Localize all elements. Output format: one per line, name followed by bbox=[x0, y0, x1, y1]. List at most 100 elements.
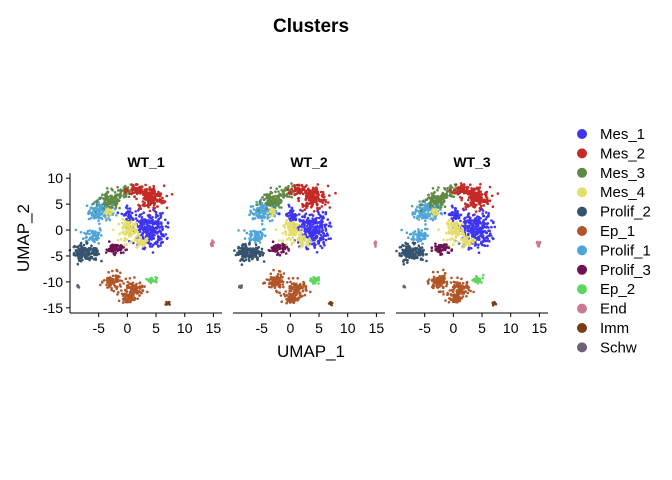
point-mes-1 bbox=[454, 207, 458, 210]
point-mes-3 bbox=[110, 196, 114, 200]
point-mes-4 bbox=[121, 221, 124, 225]
point-ep-1 bbox=[288, 289, 291, 293]
legend-item-prolif-3: Prolif_3 bbox=[577, 262, 651, 279]
point-mes-2 bbox=[462, 183, 466, 186]
point-prolif-3 bbox=[112, 252, 116, 256]
point-mes-1 bbox=[141, 247, 145, 250]
point-ep-1 bbox=[441, 290, 445, 293]
point-prolif-1 bbox=[418, 206, 422, 210]
point-mes-3 bbox=[437, 201, 441, 204]
point-mes-3 bbox=[436, 189, 439, 192]
legend-swatch bbox=[577, 323, 587, 333]
point-mes-4 bbox=[129, 241, 132, 244]
point-ep-1 bbox=[291, 293, 295, 296]
point-mes-4 bbox=[464, 244, 467, 248]
point-schw bbox=[240, 286, 243, 289]
point-ep-1 bbox=[294, 286, 298, 289]
point-mes-1 bbox=[125, 211, 129, 214]
point-mes-1 bbox=[308, 219, 312, 222]
point-prolif-3 bbox=[105, 248, 109, 251]
point-ep-1 bbox=[275, 277, 278, 281]
point-mes-3 bbox=[278, 185, 282, 188]
point-mes-2 bbox=[138, 185, 142, 189]
point-mes-4 bbox=[303, 238, 307, 242]
point-mes-1 bbox=[479, 217, 482, 220]
point-mes-4 bbox=[465, 240, 468, 244]
point-mes-1 bbox=[306, 247, 310, 251]
point-mes-1 bbox=[488, 240, 491, 243]
point-mes-2 bbox=[297, 196, 301, 200]
point-ep-2 bbox=[145, 277, 148, 281]
point-ep-1 bbox=[120, 289, 123, 292]
point-mes-3 bbox=[427, 196, 431, 200]
point-ep-1 bbox=[451, 290, 455, 294]
point-mes-2 bbox=[310, 204, 314, 207]
point-prolif-2 bbox=[239, 247, 242, 250]
point-prolif-1 bbox=[431, 218, 435, 222]
point-ep-1 bbox=[437, 281, 440, 285]
point-mes-3 bbox=[258, 202, 262, 205]
point-prolif-1 bbox=[252, 208, 256, 211]
point-schw bbox=[77, 284, 80, 288]
point-mes-1 bbox=[464, 226, 467, 229]
point-mes-2 bbox=[315, 190, 318, 194]
point-mes-3 bbox=[262, 198, 266, 201]
point-ep-1 bbox=[101, 280, 104, 284]
point-mes-1 bbox=[311, 214, 315, 217]
point-mes-1 bbox=[322, 232, 326, 235]
point-prolif-1 bbox=[415, 208, 418, 212]
point-prolif-2 bbox=[261, 253, 265, 257]
point-prolif-1 bbox=[268, 219, 272, 223]
point-prolif-2 bbox=[241, 243, 245, 246]
point-mes-2 bbox=[152, 199, 156, 203]
point-ep-1 bbox=[461, 282, 465, 285]
point-prolif-2 bbox=[79, 241, 83, 245]
legend-item-schw: Schw bbox=[577, 339, 637, 356]
point-ep-1 bbox=[133, 276, 136, 279]
point-prolif-1 bbox=[260, 211, 263, 214]
point-mes-1 bbox=[151, 229, 154, 232]
point-mes-1 bbox=[322, 242, 325, 245]
point-mes-4 bbox=[134, 223, 138, 227]
point-prolif-3 bbox=[271, 240, 275, 243]
point-mes-1 bbox=[312, 244, 316, 247]
point-ep-1 bbox=[138, 294, 141, 297]
point-mes-4 bbox=[297, 223, 300, 227]
point-prolif-3 bbox=[280, 251, 283, 254]
point-mes-2 bbox=[304, 204, 307, 208]
point-prolif-2 bbox=[94, 250, 98, 254]
point-mes-2 bbox=[454, 183, 458, 186]
point-ep-1 bbox=[116, 274, 120, 278]
point-mes-2 bbox=[307, 191, 311, 195]
point-prolif-2 bbox=[400, 254, 403, 257]
point-prolif-2 bbox=[244, 255, 248, 259]
point-prolif-2 bbox=[421, 258, 424, 262]
legend-label: Ep_1 bbox=[600, 223, 635, 240]
point-mes-1 bbox=[278, 212, 281, 216]
point-mes-4 bbox=[454, 231, 457, 235]
point-mes-1 bbox=[471, 224, 475, 227]
point-mes-3 bbox=[109, 206, 112, 209]
point-ep-1 bbox=[281, 283, 285, 286]
point-prolif-2 bbox=[414, 252, 417, 255]
point-mes-3 bbox=[451, 195, 454, 198]
point-prolif-1 bbox=[411, 238, 415, 241]
point-mes-2 bbox=[146, 197, 149, 201]
point-mes-1 bbox=[480, 243, 484, 247]
point-ep-2 bbox=[475, 276, 478, 280]
point-prolif-1 bbox=[96, 233, 100, 236]
point-mes-4 bbox=[447, 232, 451, 235]
point-mes-2 bbox=[138, 191, 141, 195]
point-mes-3 bbox=[107, 198, 111, 202]
point-mes-3 bbox=[278, 192, 281, 196]
point-ep-1 bbox=[431, 285, 434, 289]
point-mes-4 bbox=[307, 239, 311, 243]
point-prolif-1 bbox=[417, 238, 421, 241]
point-mes-2 bbox=[305, 201, 309, 205]
point-prolif-1 bbox=[417, 215, 421, 218]
point-prolif-1 bbox=[422, 210, 425, 213]
point-mes-1 bbox=[145, 219, 149, 222]
point-ep-1 bbox=[444, 272, 447, 275]
point-mes-4 bbox=[451, 221, 455, 225]
point-prolif-1 bbox=[424, 219, 427, 222]
